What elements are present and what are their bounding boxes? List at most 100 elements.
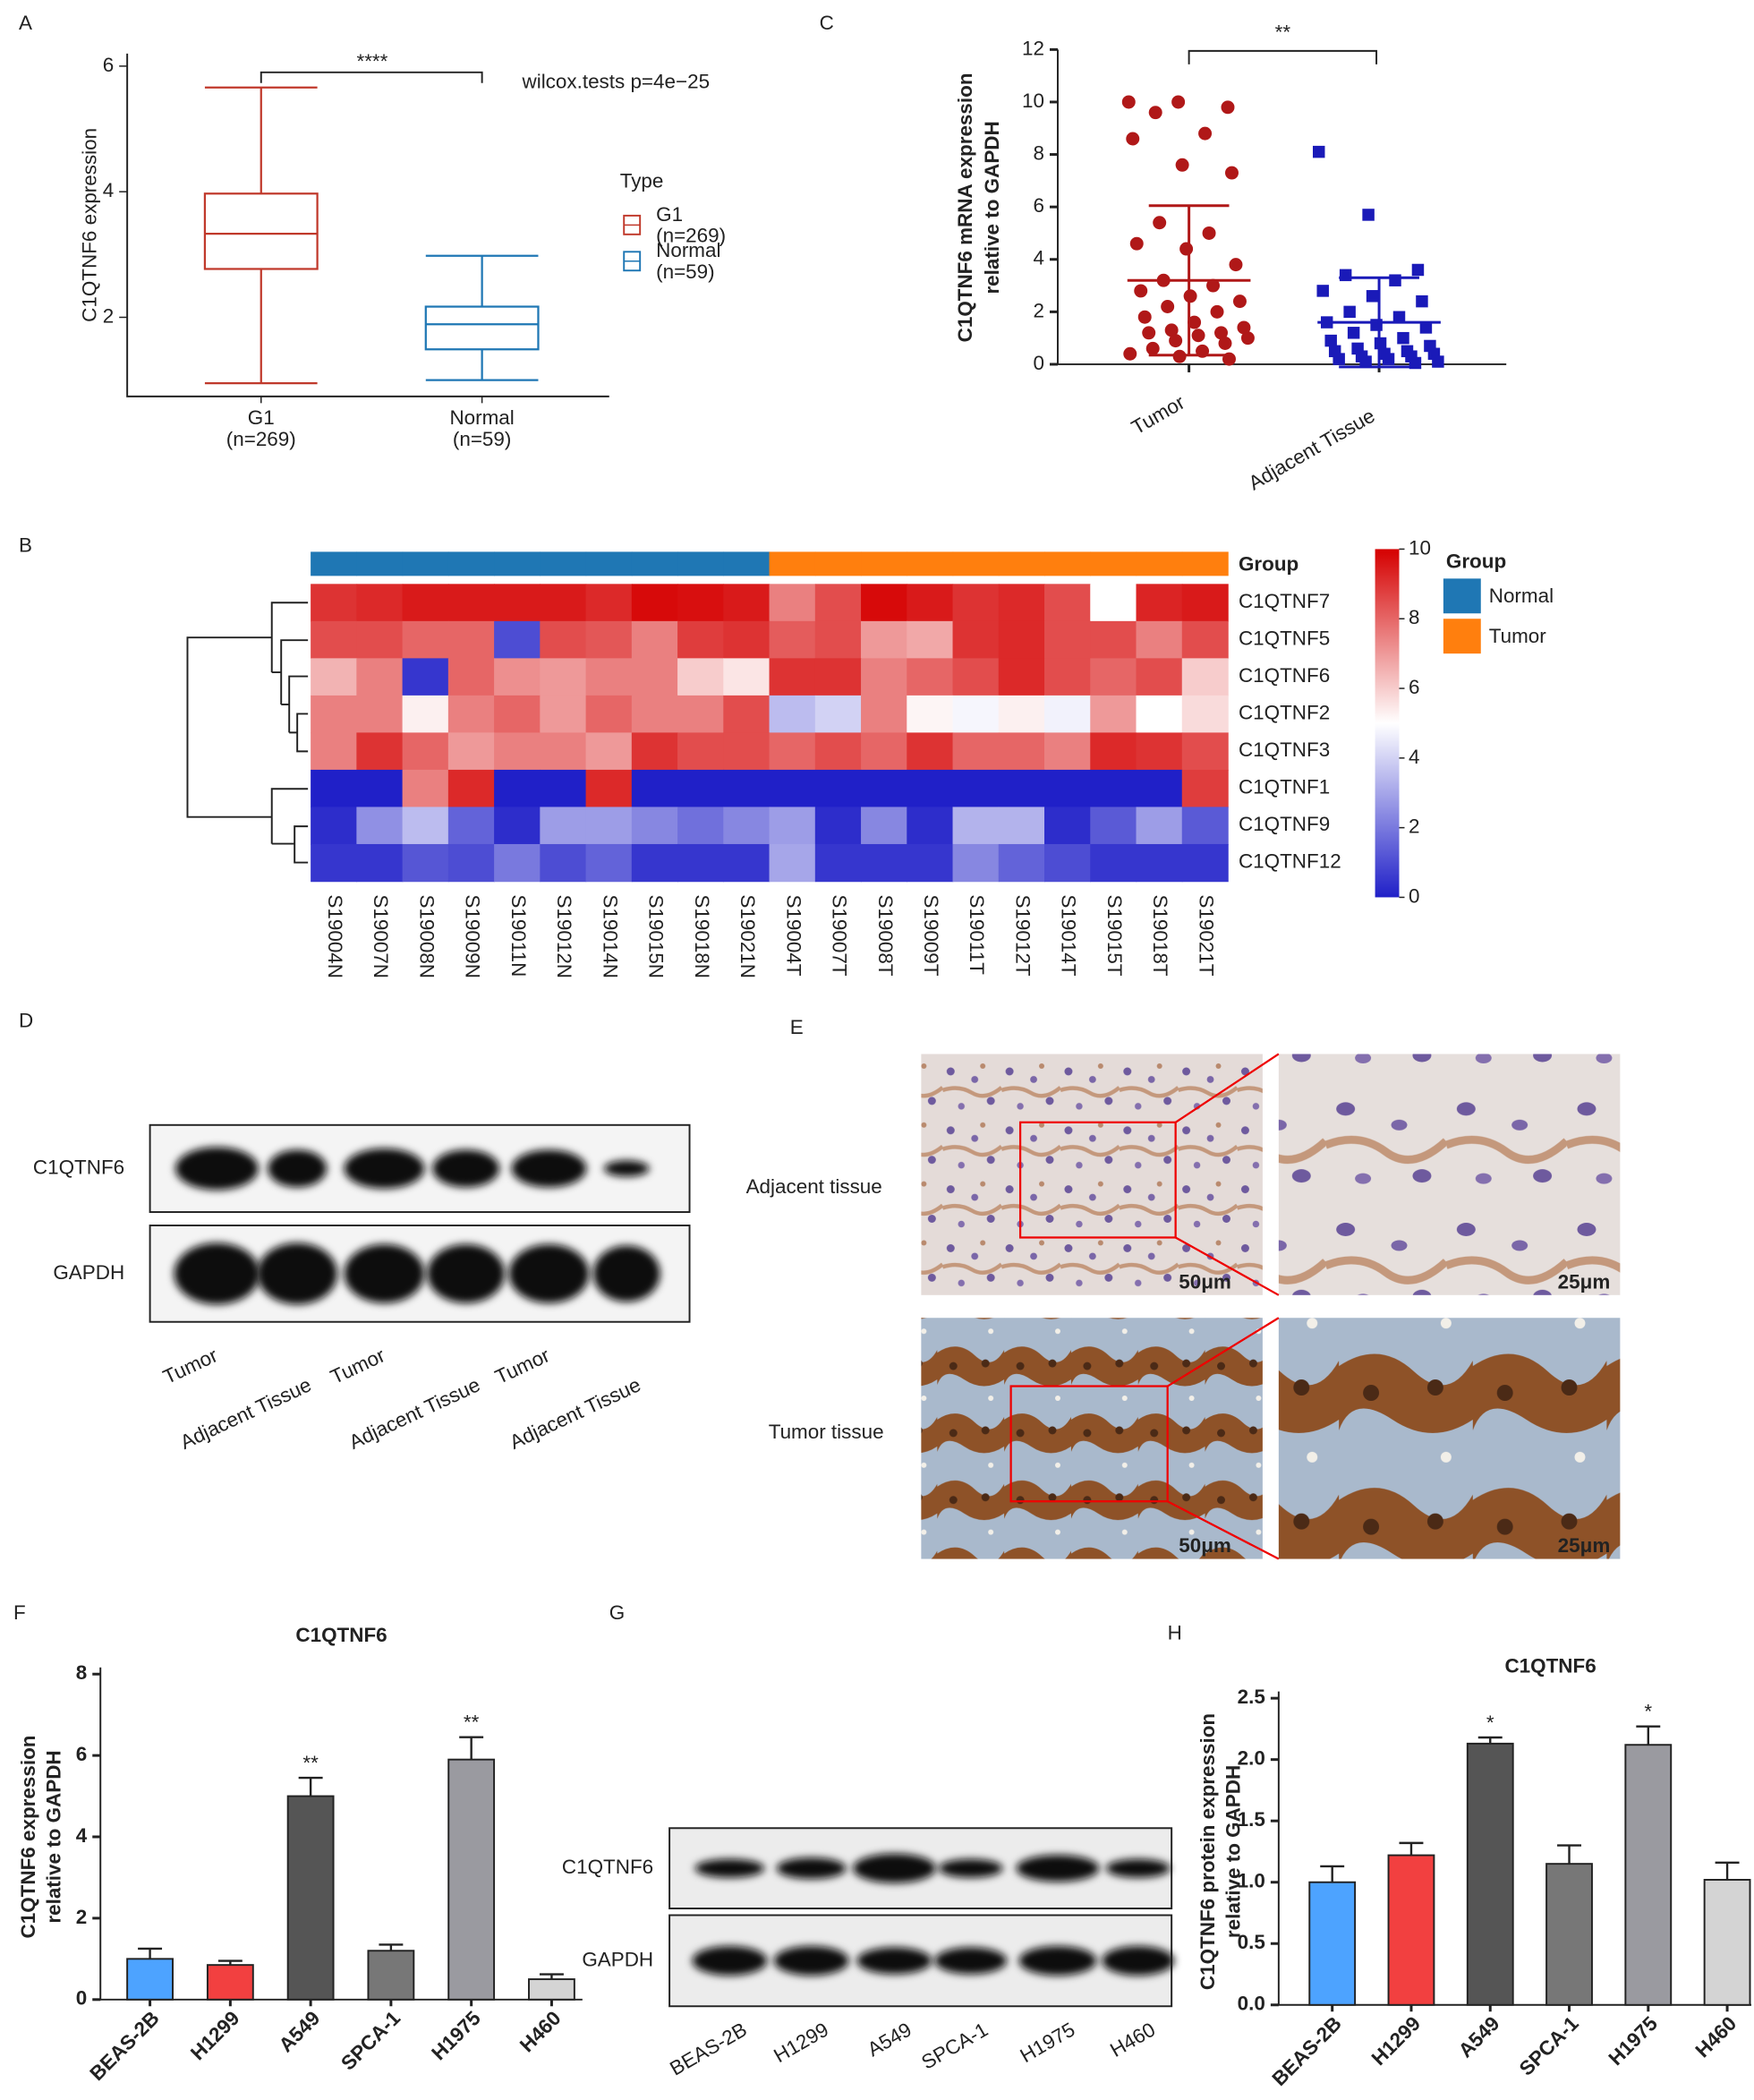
blot-band [592, 1245, 660, 1302]
heat-cell [723, 658, 771, 696]
bar [528, 1978, 575, 2001]
column-label: S19004T [782, 894, 805, 976]
legend-label: Normal [656, 239, 720, 261]
heat-cell [814, 769, 862, 808]
y-tick-label: 2.5 [1238, 1686, 1265, 1708]
heat-cell [494, 769, 541, 808]
heat-cell [998, 732, 1045, 771]
group-cell [769, 551, 816, 576]
point [1366, 290, 1379, 303]
heat-cell [907, 584, 954, 622]
row-label: C1QTNF6 [1239, 664, 1330, 687]
heat-cell [540, 769, 587, 808]
blot-band [1105, 1858, 1171, 1878]
ihc-image [1278, 1318, 1621, 1559]
point [1126, 132, 1140, 146]
legend-label: Tumor [1489, 625, 1547, 647]
y-axis-label: C1QTNF6 mRNA expression [954, 73, 976, 342]
row-label: C1QTNF5 [1239, 627, 1330, 650]
column-label: S19012T [1011, 894, 1034, 976]
heat-cell [677, 843, 725, 883]
heat-cell [677, 769, 725, 808]
blot-row-label: GAPDH [582, 1948, 653, 1970]
dendrogram [186, 602, 309, 864]
heat-cell [585, 732, 633, 771]
heat-cell [631, 695, 678, 734]
point [1225, 166, 1239, 180]
group-cell [311, 551, 358, 576]
heat-cell [402, 620, 449, 660]
heat-cell [723, 843, 771, 883]
error-bar [379, 1943, 404, 1951]
heat-cell [861, 695, 908, 734]
heat-cell [1136, 620, 1183, 660]
heat-cell [402, 769, 449, 808]
heat-cell [585, 695, 633, 734]
point [1397, 331, 1409, 345]
ihc-row-label: Tumor tissue [769, 1421, 884, 1443]
ihc-images [921, 1053, 1621, 1560]
group-cell [1090, 551, 1137, 576]
y-tick-label: 0.5 [1238, 1931, 1265, 1953]
heat-cell [631, 658, 678, 696]
scale-label: 50μm [1179, 1270, 1231, 1293]
blot-band [511, 1149, 587, 1188]
group-cell [447, 551, 495, 576]
point [1198, 126, 1213, 141]
heat-cell [1090, 843, 1137, 883]
heat-cell [402, 695, 449, 734]
panel-label: F [13, 1601, 26, 1624]
heat-cell [494, 843, 541, 883]
heat-cell [814, 584, 862, 622]
error-bar [1636, 1725, 1661, 1746]
y-tick-label: 0.0 [1238, 1993, 1265, 2015]
y-tick-label: 2 [1034, 299, 1044, 321]
point [1432, 355, 1444, 368]
x-tick-label: SPCA-1 [1515, 2012, 1583, 2080]
legend-title: Group [1446, 550, 1506, 572]
blot-band [268, 1149, 328, 1188]
heat-cell [1090, 620, 1137, 660]
x-tick-label: A549 [1454, 2012, 1504, 2062]
point [1313, 145, 1325, 158]
heat-cell [723, 769, 771, 808]
row-label: C1QTNF2 [1239, 702, 1330, 724]
lane-label: Tumor [327, 1344, 388, 1388]
blot-band [776, 1857, 847, 1880]
point [1191, 329, 1205, 343]
colorbar-label: 2 [1409, 815, 1419, 838]
column-label: S19007T [829, 894, 851, 976]
error-bar [539, 1973, 564, 1980]
annotation: * [1486, 1712, 1494, 1734]
heat-cell [677, 658, 725, 696]
point [1324, 334, 1337, 347]
group-cell [907, 551, 954, 576]
point [1362, 209, 1375, 221]
lane-label: SPCA-1 [917, 2019, 992, 2074]
column-label: S19021T [1195, 894, 1217, 976]
heat-cell [1090, 807, 1137, 845]
axis [99, 1667, 583, 2001]
column-label: S19014N [599, 894, 621, 978]
heat-cell [1181, 732, 1229, 771]
heat-cell [447, 584, 495, 622]
heat-cell [814, 807, 862, 845]
lane-label: Tumor [491, 1344, 553, 1388]
heat-cell [998, 695, 1045, 734]
column-label: S19008N [415, 894, 438, 978]
colorbar [1375, 549, 1400, 898]
heat-cell [998, 843, 1045, 883]
group-cell [998, 551, 1045, 576]
group-cell [402, 551, 449, 576]
x-tick-label: Tumor [1128, 390, 1188, 439]
blot-band [175, 1147, 259, 1191]
column-label: S19007N [370, 894, 392, 978]
y-tick-label: 1.0 [1238, 1870, 1265, 1892]
group-cell [356, 551, 404, 576]
heat-cell [1044, 584, 1092, 622]
heat-cell [585, 843, 633, 883]
heat-cell [1090, 695, 1137, 734]
column-label: S19008T [874, 894, 897, 976]
x-tick-label: Normal [449, 406, 514, 429]
heat-cell [907, 807, 954, 845]
